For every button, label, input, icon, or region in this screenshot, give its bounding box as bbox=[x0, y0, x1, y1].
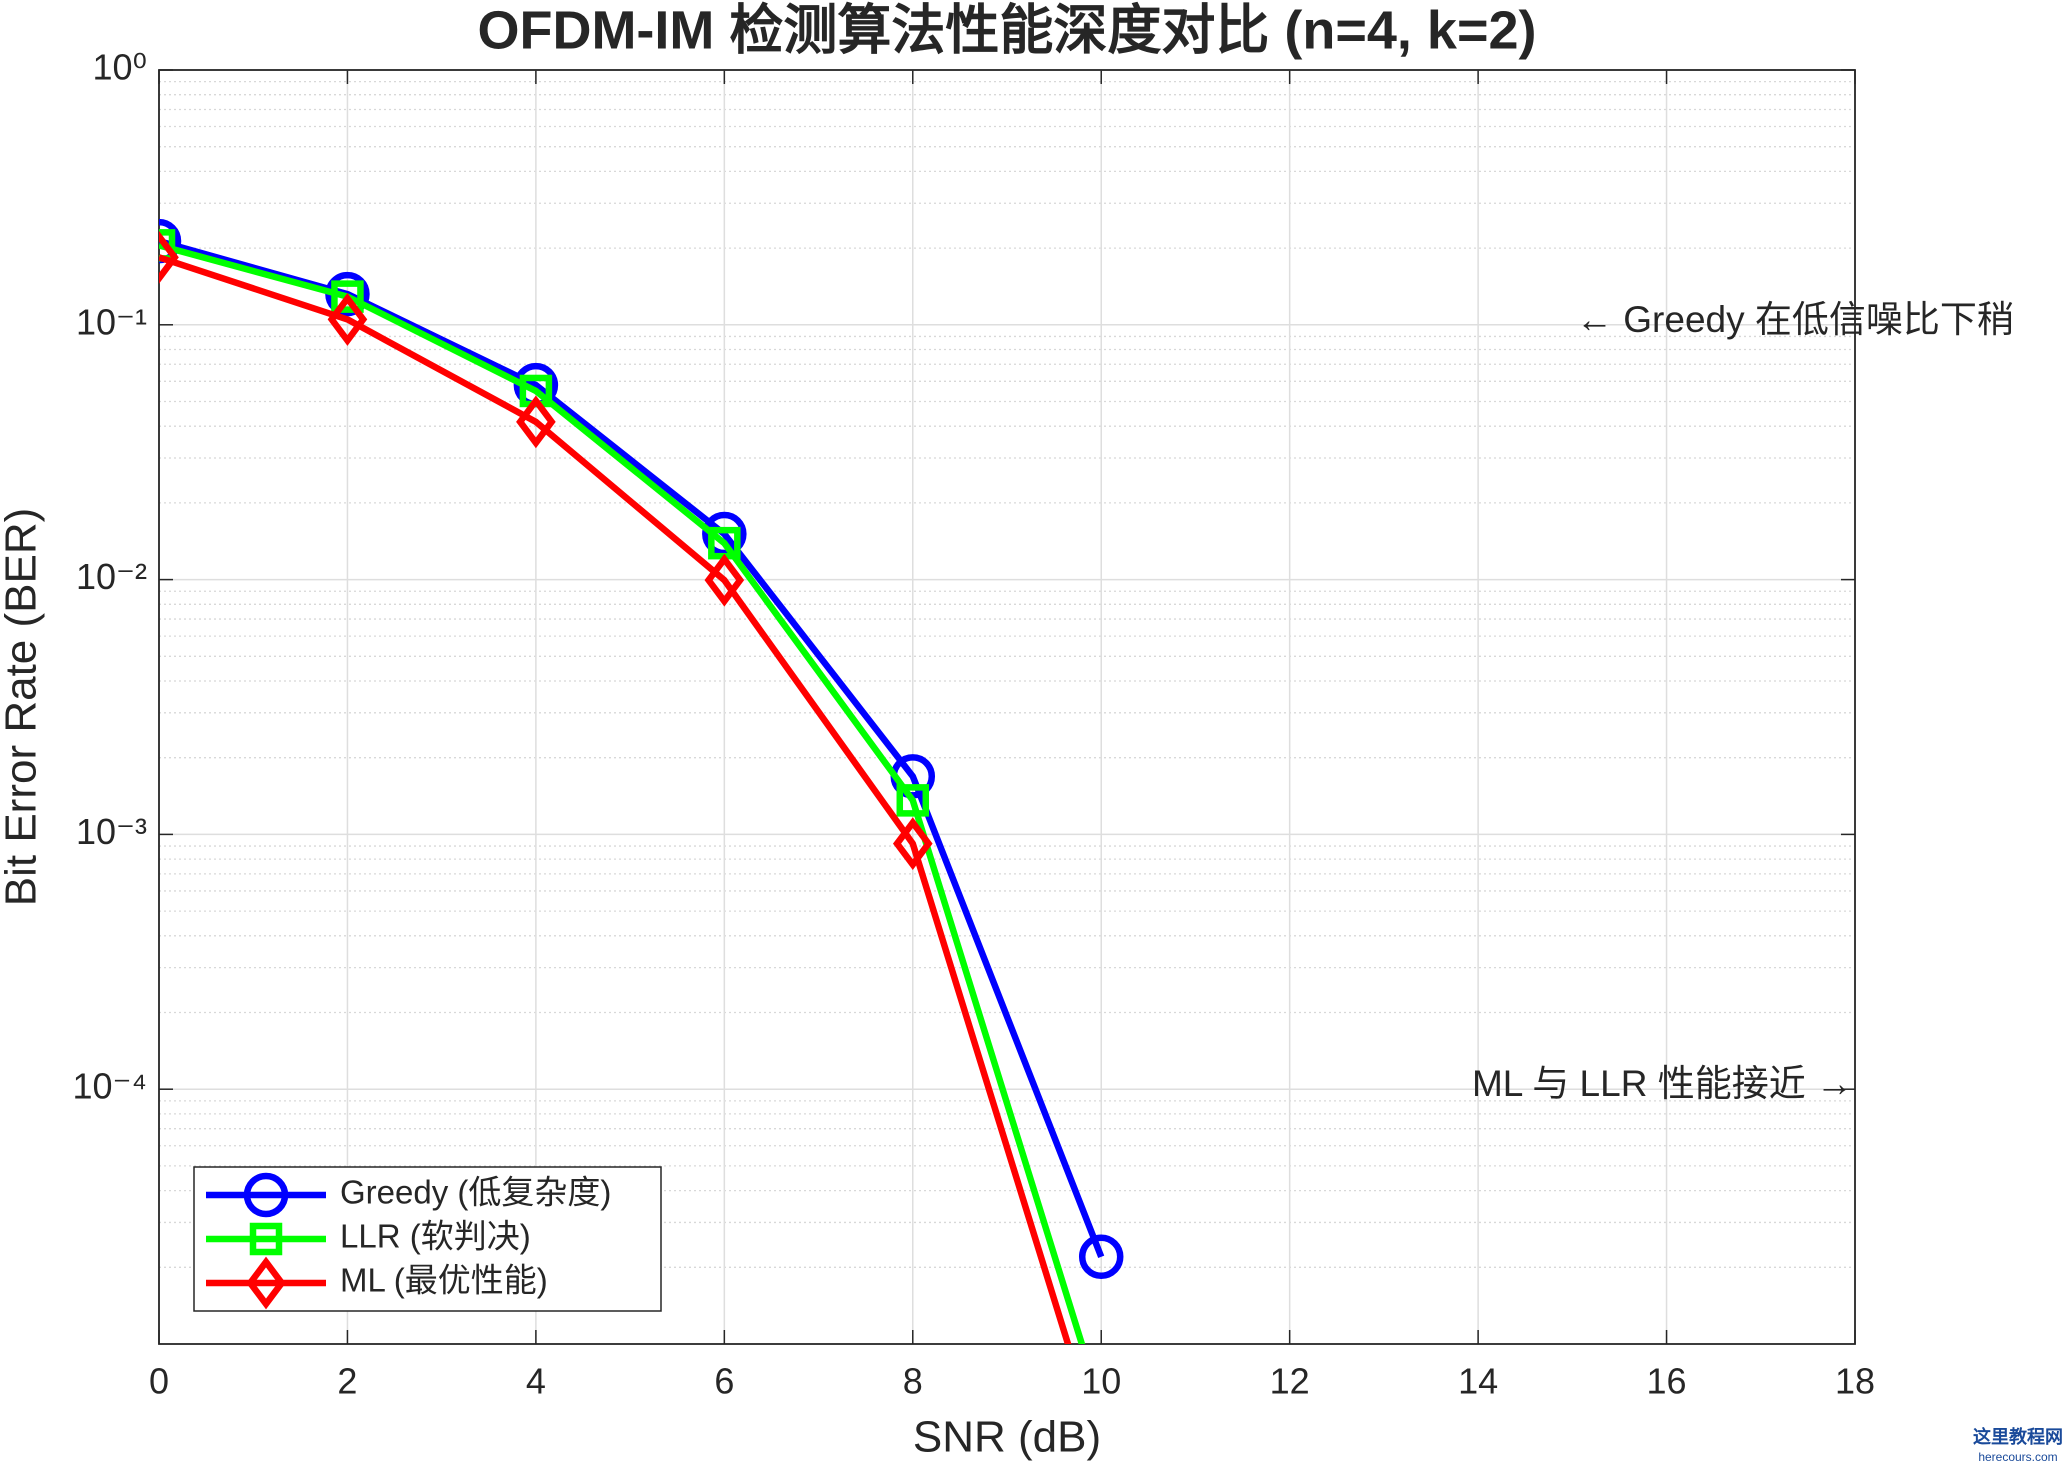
marker bbox=[516, 395, 556, 449]
annotation: ← Greedy 在低信噪比下稍 bbox=[1576, 299, 2014, 340]
marker bbox=[892, 817, 933, 871]
watermark: herecours.com bbox=[1978, 1450, 2057, 1464]
x-tick-label: 14 bbox=[1458, 1361, 1498, 1402]
marker bbox=[331, 280, 364, 313]
legend-label: LLR (软判决) bbox=[340, 1218, 531, 1255]
plot-frame bbox=[158, 69, 1856, 1345]
x-tick-label: 6 bbox=[714, 1361, 734, 1402]
y-tick-label: 10⁻¹ bbox=[76, 301, 147, 342]
y-tick-label: 10⁻² bbox=[76, 556, 147, 597]
legend-marker bbox=[249, 1222, 283, 1256]
series-line bbox=[159, 254, 1072, 1344]
legend-label: ML (最优性能) bbox=[340, 1262, 548, 1299]
marker bbox=[327, 292, 368, 346]
x-tick-label: 2 bbox=[337, 1361, 357, 1402]
plot-area bbox=[159, 218, 1124, 1344]
annotation: ML 与 LLR 性能接近 → bbox=[1472, 1063, 1853, 1104]
series-line bbox=[159, 242, 1086, 1344]
x-tick-label: 12 bbox=[1270, 1361, 1310, 1402]
watermark: 这里教程网 bbox=[1973, 1426, 2063, 1447]
x-tick-label: 18 bbox=[1835, 1361, 1875, 1402]
marker bbox=[704, 553, 745, 607]
x-tick-label: 16 bbox=[1647, 1361, 1687, 1402]
legend-marker bbox=[246, 1256, 286, 1310]
chart-title: OFDM-IM 检测算法性能深度对比 (n=4, k=2) bbox=[477, 0, 1536, 60]
x-tick-label: 0 bbox=[149, 1361, 169, 1402]
y-tick-label: 10⁰ bbox=[93, 47, 147, 88]
y-tick-label: 10⁻⁴ bbox=[72, 1066, 147, 1107]
marker bbox=[159, 218, 182, 264]
x-tick-label: 4 bbox=[526, 1361, 546, 1402]
legend-label: Greedy (低复杂度) bbox=[340, 1174, 611, 1211]
marker bbox=[1078, 1234, 1124, 1280]
x-tick-label: 10 bbox=[1081, 1361, 1121, 1402]
y-axis-label: Bit Error Rate (BER) bbox=[0, 508, 46, 907]
legend-marker bbox=[243, 1172, 289, 1218]
x-axis-label: SNR (dB) bbox=[913, 1413, 1101, 1462]
marker bbox=[159, 229, 176, 262]
y-tick-label: 10⁻³ bbox=[76, 811, 147, 852]
x-tick-label: 8 bbox=[903, 1361, 923, 1402]
marker bbox=[896, 784, 930, 817]
marker bbox=[159, 230, 179, 284]
